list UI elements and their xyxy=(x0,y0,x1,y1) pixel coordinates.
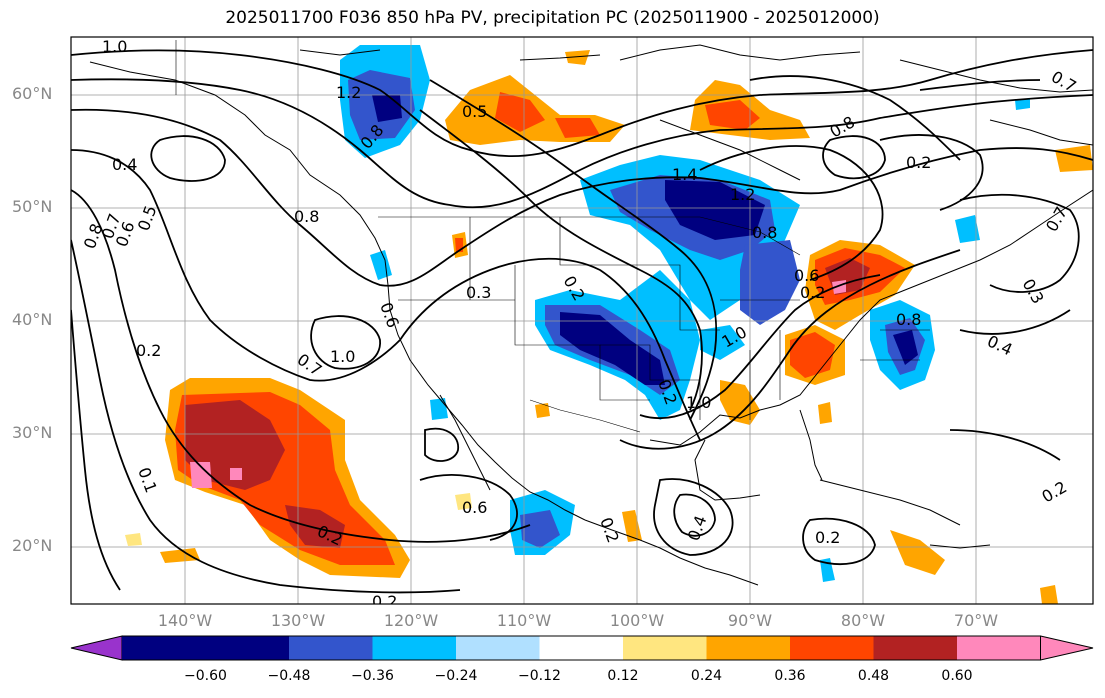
lat-label: 40°N xyxy=(12,310,53,329)
colorbar-segment xyxy=(122,636,206,660)
graticule xyxy=(71,37,1093,604)
colorbar-tick: −0.48 xyxy=(267,668,311,684)
lat-label: 20°N xyxy=(12,536,53,555)
contour-label: 0.7 xyxy=(1048,67,1080,96)
contour-label: 1.2 xyxy=(336,83,361,102)
contour-label: 0.2 xyxy=(596,515,623,545)
contour-label: 0.8 xyxy=(752,223,777,242)
colorbar-segment xyxy=(289,636,373,660)
colorbar-tick: 0.60 xyxy=(941,668,973,684)
lat-label: 60°N xyxy=(12,84,53,103)
lon-label: 70°W xyxy=(953,611,999,630)
contour-label: 0.2 xyxy=(906,153,931,172)
colorbar-tick: 0.24 xyxy=(690,668,723,684)
colorbar-segment xyxy=(539,636,623,660)
colorbar-segment xyxy=(205,636,289,660)
colorbar-tick: −0.36 xyxy=(351,668,394,684)
colorbar-segment xyxy=(623,636,707,660)
contour-label: 0.5 xyxy=(134,203,161,233)
contour-label: 1.4 xyxy=(672,165,697,184)
pv-contours xyxy=(71,49,1093,594)
lon-label: 120°W xyxy=(383,611,439,630)
contour-label: 1.2 xyxy=(730,185,755,204)
colorbar-tick: 0.36 xyxy=(774,668,806,684)
contour-label: 0.8 xyxy=(294,207,319,226)
lon-label: 100°W xyxy=(609,611,665,630)
contour-label: 1.0 xyxy=(686,393,711,412)
contour-label: 0.4 xyxy=(112,155,137,174)
colorbar-tick: −0.12 xyxy=(518,668,561,684)
colorbar-segment xyxy=(957,636,1041,660)
lon-label: 110°W xyxy=(496,611,552,630)
contour-label: 0.3 xyxy=(1019,276,1048,308)
colorbar-segment xyxy=(456,636,540,660)
contour-label: 0.8 xyxy=(827,112,859,141)
colorbar-segment xyxy=(790,636,874,660)
contour-label: 0.3 xyxy=(466,283,491,302)
contour-label: 0.2 xyxy=(1039,477,1071,506)
contour-label: 0.6 xyxy=(794,266,819,285)
contour-label: 0.8 xyxy=(896,310,921,329)
colorbar-tick: −0.24 xyxy=(434,668,478,684)
colorbar-segment xyxy=(372,636,456,660)
contour-label: 0.6 xyxy=(376,300,403,330)
contour-label: 0.1 xyxy=(134,465,161,495)
lon-label: 80°W xyxy=(840,611,886,630)
contour-label: 0.2 xyxy=(136,341,161,360)
contour-label: 0.5 xyxy=(462,102,487,121)
contour-label: 0.4 xyxy=(684,513,711,543)
contour-label: 0.2 xyxy=(800,283,825,302)
contour-label: 1.0 xyxy=(102,37,127,56)
map-title: 2025011700 F036 850 hPa PV, precipitatio… xyxy=(225,8,880,28)
colorbar-segment xyxy=(706,636,790,660)
contour-label: 1.0 xyxy=(330,347,355,366)
colorbar-over xyxy=(1040,635,1094,661)
colorbar-tick: 0.12 xyxy=(607,668,639,684)
colorbar xyxy=(70,635,1094,661)
borders xyxy=(175,40,930,433)
colorbar-segment xyxy=(873,636,957,660)
lon-label: 140°W xyxy=(157,611,213,630)
colorbar-under xyxy=(70,635,123,661)
contour-label: 0.2 xyxy=(815,528,840,547)
lat-label: 50°N xyxy=(12,197,53,216)
lat-label: 30°N xyxy=(12,423,53,442)
contour-label: 0.6 xyxy=(462,498,487,517)
contour-label: 0.4 xyxy=(984,331,1015,359)
contour-label: 0.2 xyxy=(372,592,397,611)
lon-label: 130°W xyxy=(270,611,326,630)
map-frame xyxy=(70,36,1094,605)
lon-label: 90°W xyxy=(727,611,773,630)
colorbar-tick: −0.60 xyxy=(184,668,227,684)
coastlines xyxy=(89,44,1093,586)
colorbar-tick: 0.48 xyxy=(857,668,890,684)
